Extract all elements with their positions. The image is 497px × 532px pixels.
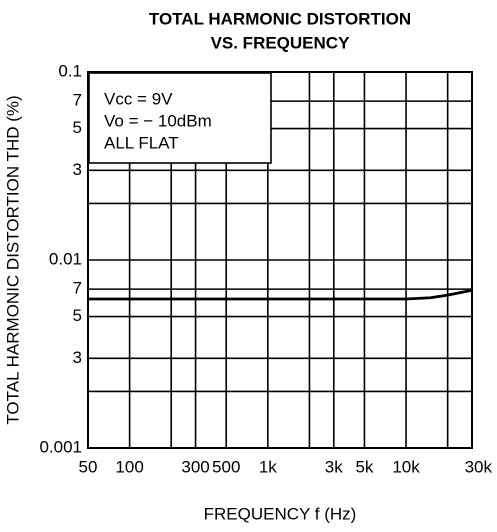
x-tick-label: 500 (212, 457, 240, 476)
y-tick-label: 5 (73, 118, 82, 137)
x-tick-label: 3k (325, 457, 343, 476)
annotation: Vcc = 9V (104, 89, 173, 108)
data-line (88, 288, 473, 301)
y-axis-label: TOTAL HARMONIC DISTORTION THD (%) (3, 95, 22, 424)
annotation: ALL FLAT (104, 133, 179, 152)
chart-title: VS. FREQUENCY (211, 33, 351, 52)
x-tick-label: 30k (465, 457, 493, 476)
annotation: Vo = − 10dBm (104, 111, 212, 130)
x-tick-label: 1k (259, 457, 277, 476)
y-tick-label: 3 (73, 160, 82, 179)
x-tick-label: 5k (355, 457, 373, 476)
chart-title: TOTAL HARMONIC DISTORTION (149, 9, 411, 28)
y-tick-label: 5 (73, 306, 82, 325)
y-tick-label: 0.01 (49, 249, 82, 268)
y-tick-label: 3 (73, 348, 82, 367)
x-tick-label: 50 (79, 457, 98, 476)
x-axis-label: FREQUENCY f (Hz) (204, 504, 357, 523)
y-tick-label: 0.1 (58, 61, 82, 80)
y-tick-label: 7 (73, 279, 82, 298)
x-tick-label: 300 (181, 457, 209, 476)
y-tick-label: 7 (73, 91, 82, 110)
annotation-box (88, 72, 272, 164)
plot-frame (87, 71, 473, 449)
y-tick-label: 0.001 (39, 437, 82, 456)
x-tick-label: 100 (115, 457, 143, 476)
x-tick-label: 10k (392, 457, 420, 476)
